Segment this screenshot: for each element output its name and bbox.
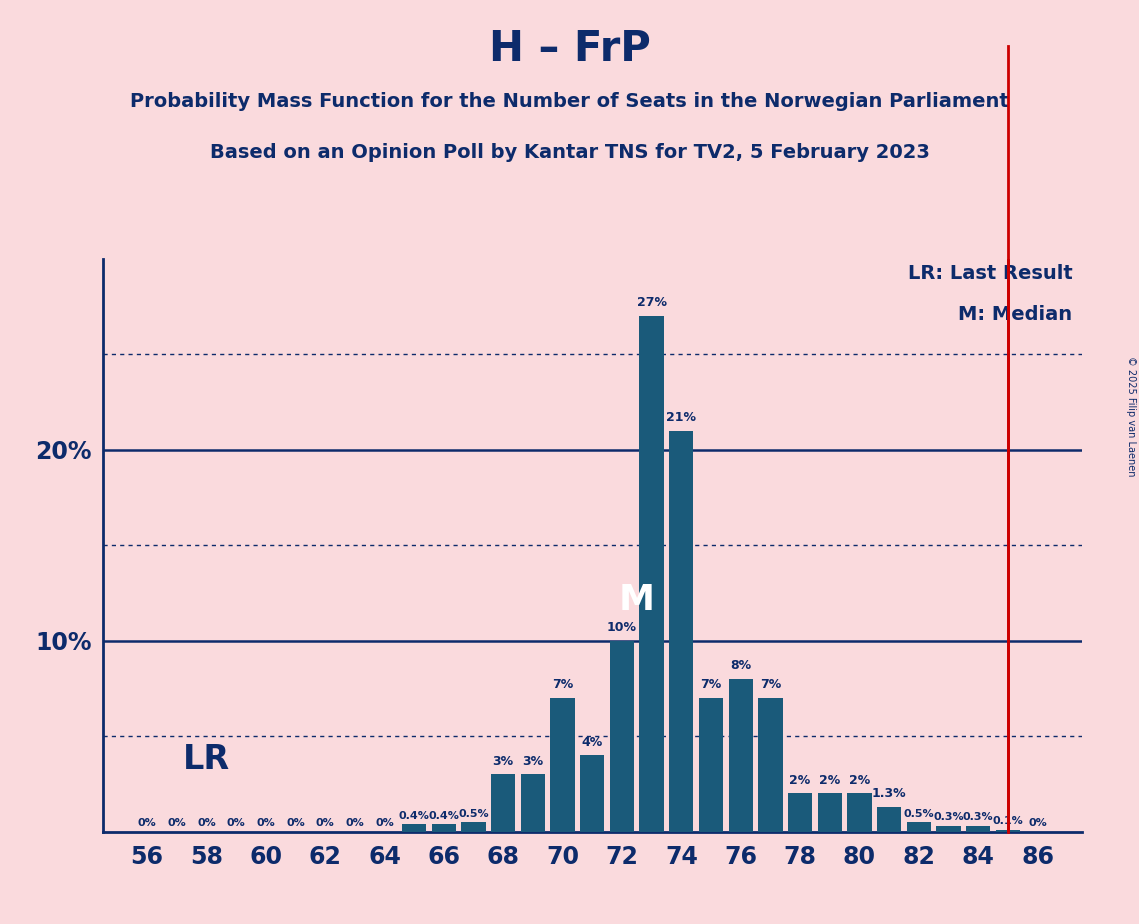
Text: M: M bbox=[618, 583, 655, 616]
Text: 8%: 8% bbox=[730, 659, 752, 672]
Bar bbox=[818, 794, 842, 832]
Bar bbox=[491, 774, 516, 832]
Text: 0%: 0% bbox=[375, 818, 394, 828]
Text: 2%: 2% bbox=[819, 773, 841, 786]
Text: 2%: 2% bbox=[849, 773, 870, 786]
Text: 2%: 2% bbox=[789, 773, 811, 786]
Text: 27%: 27% bbox=[637, 297, 666, 310]
Text: © 2025 Filip van Laenen: © 2025 Filip van Laenen bbox=[1126, 356, 1136, 476]
Bar bbox=[699, 698, 723, 832]
Bar bbox=[550, 698, 575, 832]
Text: 0.5%: 0.5% bbox=[903, 808, 934, 819]
Bar bbox=[639, 316, 664, 832]
Text: 7%: 7% bbox=[760, 678, 781, 691]
Text: 10%: 10% bbox=[607, 621, 637, 634]
Bar bbox=[402, 824, 426, 832]
Text: 0%: 0% bbox=[286, 818, 305, 828]
Text: 0%: 0% bbox=[345, 818, 364, 828]
Bar bbox=[729, 679, 753, 832]
Bar bbox=[432, 824, 456, 832]
Bar bbox=[609, 640, 634, 832]
Text: H – FrP: H – FrP bbox=[489, 28, 650, 69]
Text: 0%: 0% bbox=[256, 818, 276, 828]
Text: Probability Mass Function for the Number of Seats in the Norwegian Parliament: Probability Mass Function for the Number… bbox=[130, 92, 1009, 112]
Bar bbox=[759, 698, 782, 832]
Text: 0%: 0% bbox=[167, 818, 186, 828]
Bar bbox=[847, 794, 871, 832]
Text: 0%: 0% bbox=[227, 818, 246, 828]
Text: 0%: 0% bbox=[197, 818, 215, 828]
Text: Based on an Opinion Poll by Kantar TNS for TV2, 5 February 2023: Based on an Opinion Poll by Kantar TNS f… bbox=[210, 143, 929, 163]
Text: 7%: 7% bbox=[552, 678, 573, 691]
Bar bbox=[995, 830, 1021, 832]
Text: 0.1%: 0.1% bbox=[992, 816, 1023, 826]
Text: 0.3%: 0.3% bbox=[933, 812, 964, 822]
Text: 0.5%: 0.5% bbox=[458, 808, 489, 819]
Text: 0%: 0% bbox=[138, 818, 156, 828]
Text: 7%: 7% bbox=[700, 678, 722, 691]
Text: 21%: 21% bbox=[666, 411, 696, 424]
Text: LR: Last Result: LR: Last Result bbox=[908, 264, 1072, 284]
Bar bbox=[877, 807, 901, 832]
Text: 1.3%: 1.3% bbox=[871, 787, 907, 800]
Text: LR: LR bbox=[182, 743, 230, 775]
Bar bbox=[788, 794, 812, 832]
Bar bbox=[521, 774, 546, 832]
Text: 3%: 3% bbox=[523, 755, 543, 768]
Bar bbox=[580, 755, 605, 832]
Text: 0.4%: 0.4% bbox=[428, 810, 459, 821]
Text: M: Median: M: Median bbox=[958, 305, 1072, 323]
Text: 0.3%: 0.3% bbox=[962, 812, 993, 822]
Text: 3%: 3% bbox=[493, 755, 514, 768]
Text: 4%: 4% bbox=[582, 736, 603, 748]
Bar bbox=[461, 822, 485, 832]
Bar bbox=[966, 826, 990, 832]
Bar bbox=[936, 826, 960, 832]
Text: 0%: 0% bbox=[316, 818, 335, 828]
Bar bbox=[669, 431, 694, 832]
Text: 0%: 0% bbox=[1029, 818, 1047, 828]
Text: 0.4%: 0.4% bbox=[399, 810, 429, 821]
Bar bbox=[907, 822, 931, 832]
